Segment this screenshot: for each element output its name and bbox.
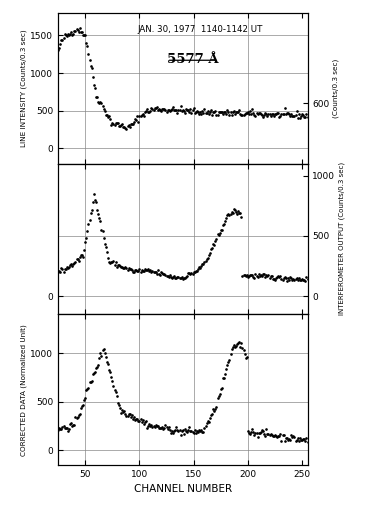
Y-axis label: INTERFEROMETER OUTPUT (Counts/0.3 sec): INTERFEROMETER OUTPUT (Counts/0.3 sec): [338, 162, 345, 315]
X-axis label: CHANNEL NUMBER: CHANNEL NUMBER: [134, 484, 232, 495]
Text: 5577 Å: 5577 Å: [167, 54, 219, 66]
Y-axis label: CORRECTED DATA (Normalized Unit): CORRECTED DATA (Normalized Unit): [21, 324, 27, 455]
Y-axis label: LINE INTENSITY (Counts/0.3 sec): LINE INTENSITY (Counts/0.3 sec): [21, 29, 27, 147]
Y-axis label: (Counts/0.3 sec): (Counts/0.3 sec): [332, 59, 339, 118]
Text: JAN. 30, 1977  1140-1142 UT: JAN. 30, 1977 1140-1142 UT: [138, 25, 263, 34]
